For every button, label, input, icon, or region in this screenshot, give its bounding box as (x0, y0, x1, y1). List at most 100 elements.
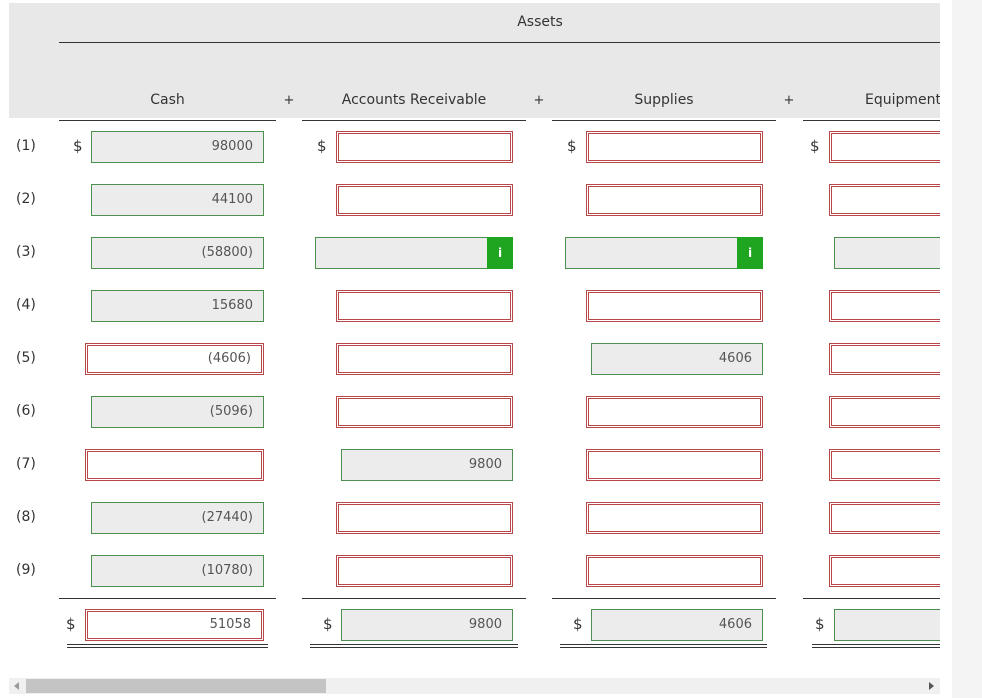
double-rule (67, 644, 268, 645)
input-error[interactable] (336, 502, 513, 534)
input-error[interactable] (829, 449, 940, 481)
input-error[interactable] (586, 502, 763, 534)
currency-sign: $ (573, 615, 583, 633)
total-rule (59, 598, 276, 599)
operator: + (533, 93, 545, 108)
cell-value: (27440) (201, 510, 254, 525)
input-error[interactable] (829, 343, 940, 375)
input-error[interactable] (586, 449, 763, 481)
input-error[interactable] (586, 396, 763, 428)
column-rule (302, 120, 526, 121)
input-error[interactable] (586, 290, 763, 322)
cell-value: 9800 (468, 617, 502, 632)
input-error[interactable] (829, 131, 940, 163)
currency-sign: $ (323, 615, 333, 633)
cell-value: 9800 (468, 457, 502, 472)
input-filled[interactable]: 4606 (591, 609, 763, 641)
group-title: Assets (517, 14, 563, 30)
cell-value: (4606) (207, 351, 251, 366)
input-filled[interactable]: (5096) (91, 396, 264, 428)
column-header: Equipment (865, 92, 940, 108)
scroll-right-arrow[interactable] (929, 682, 934, 690)
input-filled[interactable]: 15680 (91, 290, 264, 322)
double-rule (812, 647, 940, 648)
info-button[interactable]: i (737, 237, 763, 269)
input-filled[interactable]: 9800 (341, 609, 513, 641)
row-label: (6) (16, 403, 36, 419)
operator: + (783, 93, 795, 108)
input-filled[interactable]: (10780) (91, 555, 264, 587)
input-error[interactable] (336, 343, 513, 375)
currency-sign: $ (810, 137, 820, 155)
header-band (9, 3, 940, 118)
input-error[interactable] (829, 502, 940, 534)
info-button[interactable]: i (487, 237, 513, 269)
double-rule (67, 647, 268, 648)
cell-value: 4606 (718, 351, 752, 366)
input-error[interactable] (336, 131, 513, 163)
input-error[interactable] (586, 131, 763, 163)
input-filled[interactable]: 98000 (91, 131, 264, 163)
input-filled[interactable]: 44100 (91, 184, 264, 216)
input-filled[interactable] (834, 609, 940, 641)
input-error[interactable] (586, 184, 763, 216)
input-error[interactable] (336, 396, 513, 428)
row-label: (3) (16, 244, 36, 260)
input-error[interactable] (829, 184, 940, 216)
input-info[interactable]: i (565, 237, 763, 269)
total-rule (552, 598, 776, 599)
row-label: (8) (16, 509, 36, 525)
input-error[interactable]: 51058 (85, 609, 264, 641)
currency-sign: $ (66, 615, 76, 633)
total-rule (803, 598, 940, 599)
row-label: (7) (16, 456, 36, 472)
row-label: (2) (16, 191, 36, 207)
column-rule (552, 120, 776, 121)
input-error[interactable] (829, 290, 940, 322)
input-error[interactable] (336, 290, 513, 322)
cell-value: 15680 (211, 298, 253, 313)
column-rule (59, 120, 276, 121)
cell-value: 44100 (211, 192, 253, 207)
currency-sign: $ (567, 137, 577, 155)
currency-sign: $ (317, 137, 327, 155)
row-label: (4) (16, 297, 36, 313)
input-error[interactable] (829, 396, 940, 428)
cell-value: (10780) (201, 563, 254, 578)
row-label: (9) (16, 562, 36, 578)
double-rule (560, 647, 767, 648)
column-header: Accounts Receivable (341, 92, 487, 108)
cell-value: 98000 (211, 139, 253, 154)
input-error[interactable] (85, 449, 264, 481)
column-rule (803, 120, 940, 121)
cell-value: 51058 (209, 617, 251, 632)
double-rule (812, 644, 940, 645)
input-error[interactable] (336, 555, 513, 587)
input-error[interactable]: (4606) (85, 343, 264, 375)
input-filled[interactable]: (58800) (91, 237, 264, 269)
column-header: Cash (150, 92, 185, 108)
row-label: (5) (16, 350, 36, 366)
scroll-thumb[interactable] (26, 679, 326, 693)
input-filled[interactable]: 4606 (591, 343, 763, 375)
column-header: Supplies (634, 92, 694, 108)
cell-value: (5096) (209, 404, 253, 419)
input-filled[interactable]: 9800 (341, 449, 513, 481)
operator: + (283, 93, 295, 108)
cell-value: 4606 (718, 617, 752, 632)
input-error[interactable] (586, 555, 763, 587)
double-rule (310, 644, 518, 645)
input-error[interactable] (829, 555, 940, 587)
scroll-left-arrow[interactable] (14, 682, 19, 690)
currency-sign: $ (815, 615, 825, 633)
input-filled[interactable] (834, 237, 940, 269)
total-rule (302, 598, 526, 599)
input-info[interactable]: i (315, 237, 513, 269)
input-error[interactable] (336, 184, 513, 216)
worksheet: Assets Cash + Accounts Receivable + Supplies… (9, 3, 940, 648)
row-label: (1) (16, 138, 36, 154)
input-filled[interactable]: (27440) (91, 502, 264, 534)
vertical-scroll-track[interactable] (952, 0, 982, 698)
double-rule (560, 644, 767, 645)
